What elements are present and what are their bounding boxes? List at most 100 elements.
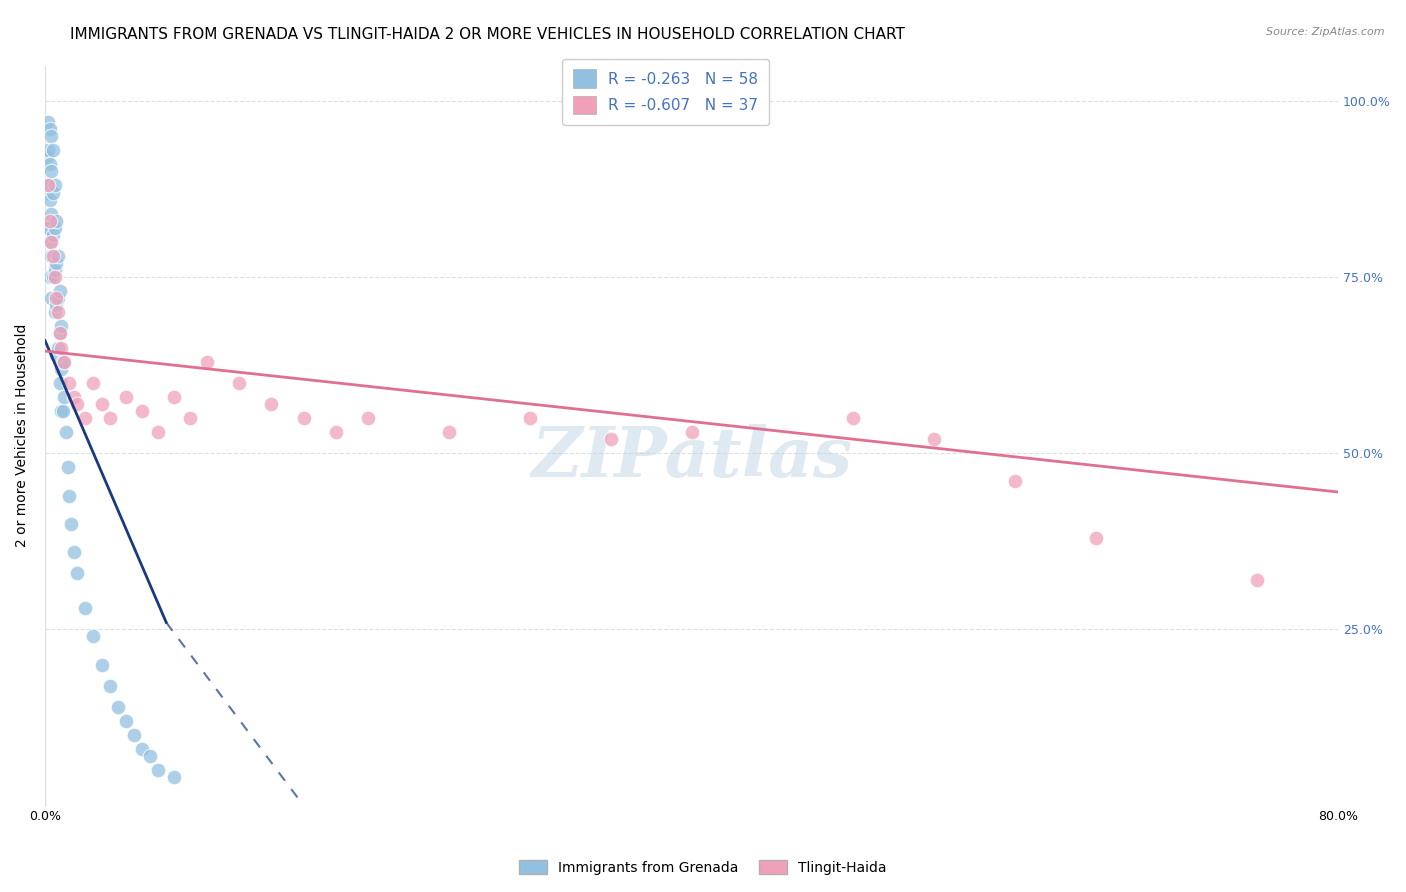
Legend: R = -0.263   N = 58, R = -0.607   N = 37: R = -0.263 N = 58, R = -0.607 N = 37 bbox=[562, 59, 769, 125]
Point bbox=[38, 122, 60, 136]
Point bbox=[146, 425, 169, 439]
Point bbox=[98, 679, 121, 693]
Point bbox=[82, 630, 104, 644]
Point bbox=[52, 404, 75, 418]
Point bbox=[52, 354, 75, 368]
Point bbox=[41, 164, 63, 178]
Point bbox=[46, 341, 69, 355]
Point bbox=[1004, 475, 1026, 489]
Point bbox=[49, 341, 72, 355]
Point bbox=[35, 220, 58, 235]
Point bbox=[37, 178, 59, 193]
Point bbox=[38, 213, 60, 227]
Point bbox=[75, 601, 97, 615]
Point bbox=[58, 489, 80, 503]
Point bbox=[45, 291, 67, 305]
Point bbox=[45, 256, 67, 270]
Point bbox=[53, 390, 76, 404]
Legend: Immigrants from Grenada, Tlingit-Haida: Immigrants from Grenada, Tlingit-Haida bbox=[513, 855, 893, 880]
Point bbox=[42, 249, 65, 263]
Point bbox=[49, 361, 72, 376]
Point bbox=[41, 129, 63, 144]
Point bbox=[38, 193, 60, 207]
Point bbox=[59, 516, 82, 531]
Point bbox=[44, 220, 66, 235]
Point bbox=[114, 714, 136, 728]
Point bbox=[49, 319, 72, 334]
Point bbox=[56, 460, 79, 475]
Point bbox=[46, 305, 69, 319]
Point bbox=[48, 326, 70, 341]
Point bbox=[48, 284, 70, 298]
Point bbox=[35, 186, 58, 200]
Point bbox=[122, 728, 145, 742]
Point bbox=[49, 404, 72, 418]
Point bbox=[75, 411, 97, 425]
Point bbox=[41, 207, 63, 221]
Point bbox=[107, 700, 129, 714]
Point bbox=[82, 376, 104, 390]
Point bbox=[1246, 573, 1268, 587]
Point bbox=[195, 354, 218, 368]
Point bbox=[90, 397, 112, 411]
Point bbox=[179, 411, 201, 425]
Point bbox=[842, 411, 865, 425]
Point bbox=[63, 390, 86, 404]
Point bbox=[131, 742, 153, 756]
Point bbox=[114, 390, 136, 404]
Point bbox=[45, 213, 67, 227]
Y-axis label: 2 or more Vehicles in Household: 2 or more Vehicles in Household bbox=[15, 324, 30, 548]
Point bbox=[325, 425, 347, 439]
Point bbox=[163, 390, 186, 404]
Point bbox=[292, 411, 315, 425]
Point bbox=[42, 143, 65, 157]
Point bbox=[55, 425, 77, 439]
Point bbox=[45, 348, 67, 362]
Point bbox=[42, 186, 65, 200]
Point bbox=[38, 270, 60, 285]
Point bbox=[1084, 531, 1107, 545]
Point bbox=[46, 249, 69, 263]
Point bbox=[66, 397, 89, 411]
Point bbox=[63, 545, 86, 559]
Point bbox=[38, 235, 60, 249]
Point bbox=[139, 749, 162, 764]
Point bbox=[37, 220, 59, 235]
Point bbox=[37, 178, 59, 193]
Text: ZIPatlas: ZIPatlas bbox=[531, 424, 852, 491]
Point bbox=[38, 157, 60, 171]
Text: IMMIGRANTS FROM GRENADA VS TLINGIT-HAIDA 2 OR MORE VEHICLES IN HOUSEHOLD CORRELA: IMMIGRANTS FROM GRENADA VS TLINGIT-HAIDA… bbox=[70, 27, 905, 42]
Point bbox=[519, 411, 541, 425]
Point bbox=[260, 397, 283, 411]
Point bbox=[37, 115, 59, 129]
Point bbox=[42, 227, 65, 242]
Point bbox=[66, 566, 89, 580]
Point bbox=[146, 764, 169, 778]
Point bbox=[46, 291, 69, 305]
Point bbox=[41, 235, 63, 249]
Point bbox=[228, 376, 250, 390]
Point bbox=[42, 270, 65, 285]
Point bbox=[35, 150, 58, 164]
Point bbox=[163, 771, 186, 785]
Point bbox=[922, 432, 945, 446]
Point bbox=[58, 376, 80, 390]
Point bbox=[41, 249, 63, 263]
Point bbox=[98, 411, 121, 425]
Point bbox=[131, 404, 153, 418]
Point bbox=[90, 657, 112, 672]
Point bbox=[44, 178, 66, 193]
Point bbox=[45, 298, 67, 312]
Point bbox=[53, 354, 76, 368]
Point bbox=[44, 305, 66, 319]
Point bbox=[41, 291, 63, 305]
Point bbox=[37, 143, 59, 157]
Point bbox=[437, 425, 460, 439]
Point bbox=[44, 263, 66, 277]
Point bbox=[48, 376, 70, 390]
Point bbox=[599, 432, 621, 446]
Text: Source: ZipAtlas.com: Source: ZipAtlas.com bbox=[1267, 27, 1385, 37]
Point bbox=[48, 326, 70, 341]
Point bbox=[44, 270, 66, 285]
Point bbox=[681, 425, 703, 439]
